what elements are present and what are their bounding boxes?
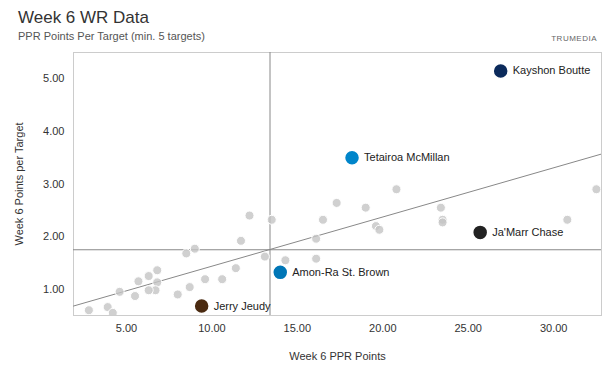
svg-text:15.00: 15.00 <box>284 322 312 334</box>
svg-text:Week 6 PPR Points: Week 6 PPR Points <box>289 350 386 362</box>
html-text:TRUMEDIA: TRUMEDIA <box>551 34 597 43</box>
svg-text:2.00: 2.00 <box>43 230 64 242</box>
svg-text:Week 6 Points per Target: Week 6 Points per Target <box>13 122 25 245</box>
svg-text:25.00: 25.00 <box>454 322 482 334</box>
svg-text:3.00: 3.00 <box>43 178 64 190</box>
svg-text:20.00: 20.00 <box>369 322 397 334</box>
svg-text:Kayshon Boutte: Kayshon Boutte <box>513 64 591 76</box>
svg-text:4.00: 4.00 <box>43 125 64 137</box>
svg-text:5.00: 5.00 <box>116 322 137 334</box>
svg-text:1.00: 1.00 <box>43 283 64 295</box>
svg-text:5.00: 5.00 <box>43 72 64 84</box>
svg-text:30.00: 30.00 <box>540 322 568 334</box>
svg-text:Ja'Marr Chase: Ja'Marr Chase <box>492 226 563 238</box>
svg-text:10.00: 10.00 <box>198 322 226 334</box>
html-text:PPR Points Per Target (min. 5: PPR Points Per Target (min. 5 targets) <box>18 30 205 42</box>
svg-text:Jerry Jeudy: Jerry Jeudy <box>214 300 271 312</box>
svg-text:Amon-Ra St. Brown: Amon-Ra St. Brown <box>292 266 389 278</box>
svg-text:Tetairoa McMillan: Tetairoa McMillan <box>364 151 450 163</box>
html-text:Week 6 WR Data: Week 6 WR Data <box>18 8 149 27</box>
